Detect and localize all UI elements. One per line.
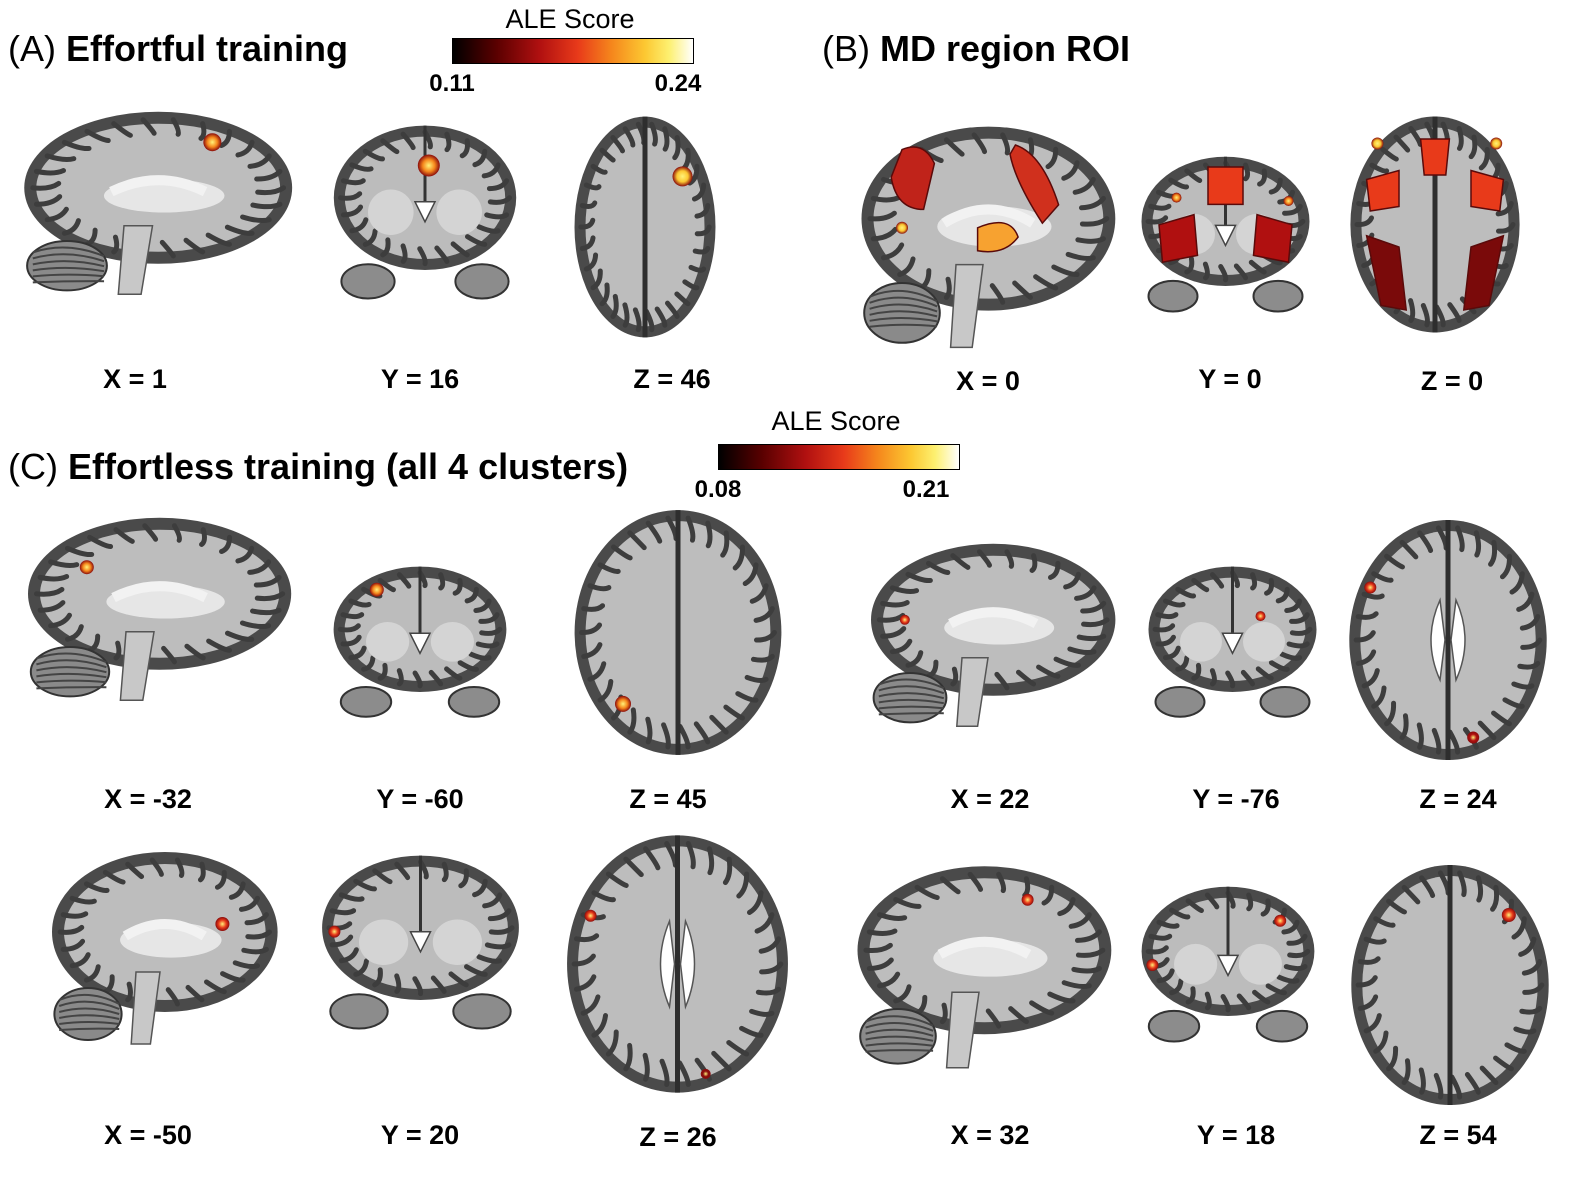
coronal-slice (1138, 880, 1318, 1050)
axial-slice (570, 112, 720, 342)
roi-region (976, 221, 1019, 253)
coord-label: Z = 54 (1419, 1120, 1497, 1150)
colorbar-top-gradient (452, 38, 694, 64)
colorbar-bottom-gradient (718, 444, 960, 470)
activation-cluster (1364, 581, 1377, 594)
roi-region (1365, 234, 1408, 311)
sagittal-slice (848, 122, 1118, 352)
coord-label: Y = -60 (376, 784, 464, 814)
coronal-slice (318, 848, 523, 1038)
panel-c-letter: (C) (8, 446, 58, 487)
axial-slice (1345, 112, 1525, 337)
axial-slice (1343, 515, 1553, 765)
roi-region (1207, 166, 1244, 206)
coord-label: Z = 26 (639, 1122, 717, 1152)
coord-label: Z = 0 (1420, 366, 1484, 396)
roi-region (1419, 138, 1451, 176)
panel-b-name: MD region ROI (880, 28, 1131, 69)
coord-label: X = 1 (103, 364, 167, 394)
sagittal-slice (844, 862, 1114, 1072)
roi-region (890, 146, 936, 211)
panel-a-title: (A) Effortful training (8, 28, 348, 70)
coronal-slice (330, 118, 520, 308)
activation-cluster (1490, 137, 1503, 150)
roi-region (1158, 213, 1199, 264)
activation-cluster (1283, 196, 1294, 206)
activation-cluster (672, 166, 693, 187)
activation-cluster (1171, 192, 1182, 203)
activation-cluster (417, 154, 440, 177)
roi-region (1365, 169, 1400, 212)
activation-cluster (328, 925, 341, 938)
axial-slice (1345, 860, 1555, 1110)
sagittal-slice (14, 514, 294, 704)
activation-cluster (899, 614, 910, 625)
colorbar-bottom-title: ALE Score (771, 406, 901, 436)
activation-cluster (203, 133, 222, 152)
axial-slice (560, 830, 795, 1098)
activation-cluster (1501, 908, 1516, 922)
sagittal-slice (858, 540, 1118, 730)
activation-cluster (615, 695, 631, 712)
activation-cluster (584, 909, 597, 922)
activation-cluster (369, 582, 384, 597)
coord-label: Y = 0 (1198, 364, 1262, 394)
sagittal-slice (40, 848, 280, 1048)
coronal-slice (330, 560, 510, 725)
roi-region (1252, 213, 1293, 264)
coord-label: X = -32 (104, 784, 192, 814)
coord-label: Y = 20 (380, 1120, 460, 1150)
panel-b-letter: (B) (822, 28, 870, 69)
axial-slice (568, 505, 788, 760)
panel-c-name: Effortless training (all 4 clusters) (68, 446, 629, 487)
activation-cluster (700, 1068, 711, 1079)
activation-cluster (1146, 959, 1159, 971)
panel-a-name: Effortful training (66, 28, 348, 69)
coronal-slice (1145, 560, 1320, 725)
coord-label: Y = 16 (380, 364, 460, 394)
colorbar-bottom-min: 0.08 (694, 476, 742, 503)
coord-label: Y = -76 (1192, 784, 1280, 814)
colorbar-top-max: 0.24 (654, 70, 702, 97)
activation-cluster (1274, 914, 1287, 927)
activation-cluster (215, 917, 230, 931)
activation-cluster (1467, 731, 1480, 744)
roi-region (1462, 234, 1505, 311)
coord-label: Z = 24 (1419, 784, 1497, 814)
activation-cluster (79, 560, 94, 575)
colorbar-top-title: ALE Score (505, 4, 635, 34)
panel-b-title: (B) MD region ROI (822, 28, 1130, 70)
coord-label: Z = 46 (633, 364, 711, 394)
activation-cluster (1021, 893, 1034, 906)
activation-cluster (1371, 137, 1384, 150)
colorbar-top-min: 0.11 (429, 70, 475, 97)
roi-region (1009, 144, 1060, 225)
coord-label: Z = 45 (629, 784, 707, 814)
coord-label: X = -50 (104, 1120, 192, 1150)
panel-c-title: (C) Effortless training (all 4 clusters) (8, 446, 628, 488)
panel-a-letter: (A) (8, 28, 56, 69)
roi-region (1470, 169, 1505, 212)
coord-label: X = 22 (950, 784, 1030, 814)
activation-cluster (1255, 611, 1266, 622)
activation-cluster (896, 221, 908, 234)
coord-label: X = 0 (956, 366, 1020, 396)
coord-label: Y = 18 (1196, 1120, 1276, 1150)
coronal-slice (1138, 150, 1313, 320)
colorbar-bottom-max: 0.21 (902, 476, 950, 503)
sagittal-slice (10, 108, 295, 298)
coord-label: X = 32 (950, 1120, 1030, 1150)
